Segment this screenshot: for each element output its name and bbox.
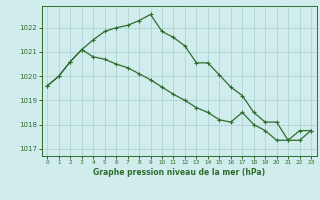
X-axis label: Graphe pression niveau de la mer (hPa): Graphe pression niveau de la mer (hPa) bbox=[93, 168, 265, 177]
